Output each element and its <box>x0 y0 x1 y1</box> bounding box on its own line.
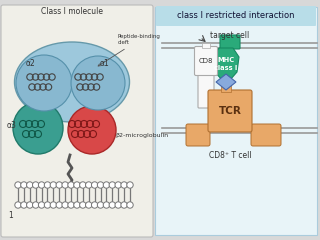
Circle shape <box>85 182 92 188</box>
Circle shape <box>44 182 51 188</box>
Circle shape <box>68 182 74 188</box>
Polygon shape <box>213 48 239 80</box>
FancyBboxPatch shape <box>208 90 252 132</box>
Circle shape <box>21 202 27 208</box>
Circle shape <box>127 182 133 188</box>
Circle shape <box>15 202 21 208</box>
Circle shape <box>115 202 121 208</box>
Circle shape <box>121 202 127 208</box>
Circle shape <box>56 202 62 208</box>
Text: β2-microglobulin: β2-microglobulin <box>115 132 168 138</box>
Text: 1: 1 <box>8 211 13 220</box>
Bar <box>155 7 317 235</box>
Circle shape <box>21 182 27 188</box>
Circle shape <box>27 182 33 188</box>
Ellipse shape <box>71 56 125 110</box>
Circle shape <box>97 182 104 188</box>
FancyBboxPatch shape <box>156 6 316 26</box>
Circle shape <box>121 182 127 188</box>
Circle shape <box>80 202 86 208</box>
Circle shape <box>74 182 80 188</box>
Circle shape <box>15 182 21 188</box>
Text: TCR: TCR <box>219 106 241 116</box>
Ellipse shape <box>13 102 63 154</box>
FancyBboxPatch shape <box>198 73 214 108</box>
Text: α3: α3 <box>7 120 17 130</box>
Text: target cell: target cell <box>210 30 250 40</box>
Circle shape <box>62 202 68 208</box>
Circle shape <box>109 202 116 208</box>
Circle shape <box>50 182 57 188</box>
Circle shape <box>50 202 57 208</box>
Circle shape <box>33 202 39 208</box>
Circle shape <box>109 182 116 188</box>
Text: α1: α1 <box>100 60 110 68</box>
FancyBboxPatch shape <box>195 47 218 76</box>
Bar <box>221 80 231 92</box>
Circle shape <box>80 182 86 188</box>
Circle shape <box>38 202 45 208</box>
Circle shape <box>33 182 39 188</box>
Circle shape <box>127 202 133 208</box>
Polygon shape <box>216 74 236 90</box>
Text: MHC
class I: MHC class I <box>214 58 238 71</box>
FancyBboxPatch shape <box>1 5 153 237</box>
Ellipse shape <box>68 106 116 154</box>
Text: class I restricted interaction: class I restricted interaction <box>177 12 295 20</box>
Text: α2: α2 <box>25 60 35 68</box>
Circle shape <box>85 202 92 208</box>
Circle shape <box>97 202 104 208</box>
Text: CD8: CD8 <box>199 58 213 64</box>
FancyBboxPatch shape <box>251 124 281 146</box>
Circle shape <box>38 182 45 188</box>
Ellipse shape <box>16 55 72 111</box>
Circle shape <box>56 182 62 188</box>
Circle shape <box>74 202 80 208</box>
Circle shape <box>92 202 98 208</box>
Ellipse shape <box>14 42 130 122</box>
Text: CD8⁺ T cell: CD8⁺ T cell <box>209 151 251 161</box>
Text: Class I molecule: Class I molecule <box>41 7 103 16</box>
Circle shape <box>103 182 110 188</box>
Circle shape <box>68 202 74 208</box>
Circle shape <box>115 182 121 188</box>
Circle shape <box>62 182 68 188</box>
Circle shape <box>103 202 110 208</box>
Bar <box>202 43 210 48</box>
FancyBboxPatch shape <box>186 124 210 146</box>
Circle shape <box>92 182 98 188</box>
Text: Peptide-binding
cleft: Peptide-binding cleft <box>98 34 161 66</box>
Circle shape <box>44 202 51 208</box>
Circle shape <box>27 202 33 208</box>
FancyBboxPatch shape <box>220 35 240 49</box>
